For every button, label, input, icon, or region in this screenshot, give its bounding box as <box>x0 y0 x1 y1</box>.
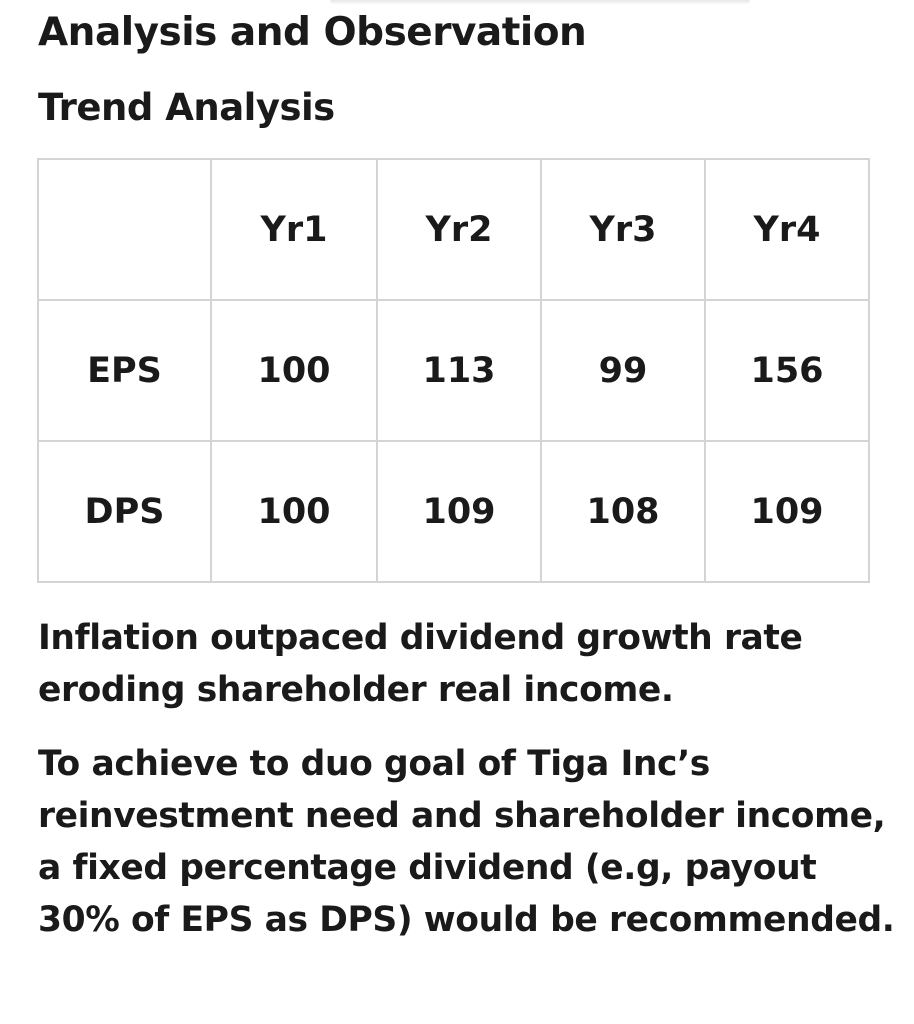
table-cell: 156 <box>704 299 870 442</box>
table-cell: 100 <box>210 440 378 583</box>
table-header-cell: Yr4 <box>704 158 870 301</box>
table-cell: 113 <box>376 299 542 442</box>
top-shadow-divider <box>330 0 750 5</box>
recommendation-paragraph: To achieve to duo goal of Tiga Inc’s rei… <box>38 744 895 940</box>
table-header-cell: Yr3 <box>540 158 706 301</box>
table-cell: 109 <box>704 440 870 583</box>
table-header-cell: Yr2 <box>376 158 542 301</box>
observation-paragraph: Inflation outpaced dividend growth rate … <box>38 618 803 710</box>
table-cell: 99 <box>540 299 706 442</box>
table-row: DPS 100 109 108 109 <box>37 440 870 583</box>
table-cell: 109 <box>376 440 542 583</box>
table-header-row: Yr1 Yr2 Yr3 Yr4 <box>37 158 870 301</box>
table-cell: 100 <box>210 299 378 442</box>
section-title: Trend Analysis <box>38 86 335 129</box>
table-row: EPS 100 113 99 156 <box>37 299 870 442</box>
row-label-cell: EPS <box>37 299 212 442</box>
table-header-cell: Yr1 <box>210 158 378 301</box>
table-cell: 108 <box>540 440 706 583</box>
table-header-cell <box>37 158 212 301</box>
page-title: Analysis and Observation <box>38 10 587 55</box>
trend-table: Yr1 Yr2 Yr3 Yr4 EPS 100 113 99 156 DPS 1… <box>37 158 870 583</box>
row-label-cell: DPS <box>37 440 212 583</box>
